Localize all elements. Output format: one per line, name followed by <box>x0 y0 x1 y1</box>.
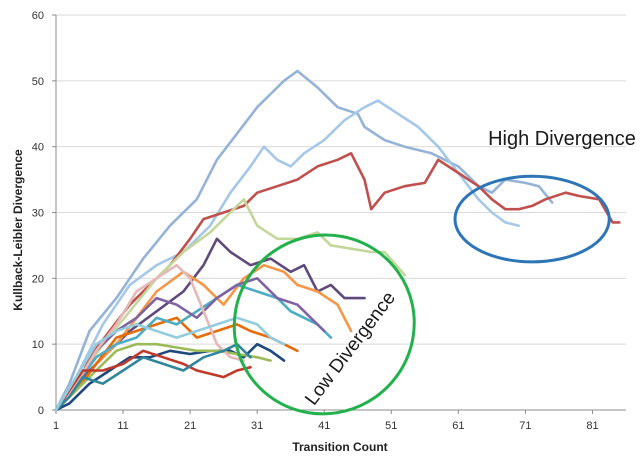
y-tick-label: 40 <box>32 142 44 154</box>
x-tick-label: 21 <box>184 420 196 432</box>
y-axis-title: Kullback-Leibler Divergence <box>11 149 25 311</box>
series-line-4 <box>54 198 406 412</box>
series-lines <box>54 69 621 412</box>
x-tick-label: 1 <box>53 420 59 432</box>
y-tick-label: 30 <box>32 208 44 220</box>
gridlines <box>56 14 626 345</box>
series-line-12 <box>54 263 246 412</box>
high-divergence-ellipse <box>453 174 611 264</box>
series-line-8 <box>54 283 333 412</box>
y-tick-label: 20 <box>32 273 44 285</box>
series-line-6 <box>54 263 353 412</box>
y-tick-label: 0 <box>38 405 44 417</box>
x-tick-label: 61 <box>452 420 464 432</box>
x-tick-label: 11 <box>117 420 128 432</box>
series-line-14 <box>54 342 252 412</box>
x-tick-label: 41 <box>318 420 330 432</box>
y-tick-label: 10 <box>32 339 44 351</box>
x-tick-label: 51 <box>385 420 397 432</box>
y-tick-label: 50 <box>32 76 44 88</box>
high-divergence-label: High Divergence <box>488 128 636 150</box>
x-axis-title: Transition Count <box>292 440 387 454</box>
series-line-11 <box>54 277 326 412</box>
y-tick-label: 60 <box>32 10 44 22</box>
x-tick-label: 31 <box>251 420 263 432</box>
x-tick-label: 71 <box>519 420 531 432</box>
series-line-15 <box>54 316 286 412</box>
series-line-13 <box>54 349 252 412</box>
low-divergence-ellipse <box>232 233 416 416</box>
series-line-1 <box>54 69 554 412</box>
series-line-7 <box>54 316 299 412</box>
x-tick-label: 81 <box>586 420 598 432</box>
